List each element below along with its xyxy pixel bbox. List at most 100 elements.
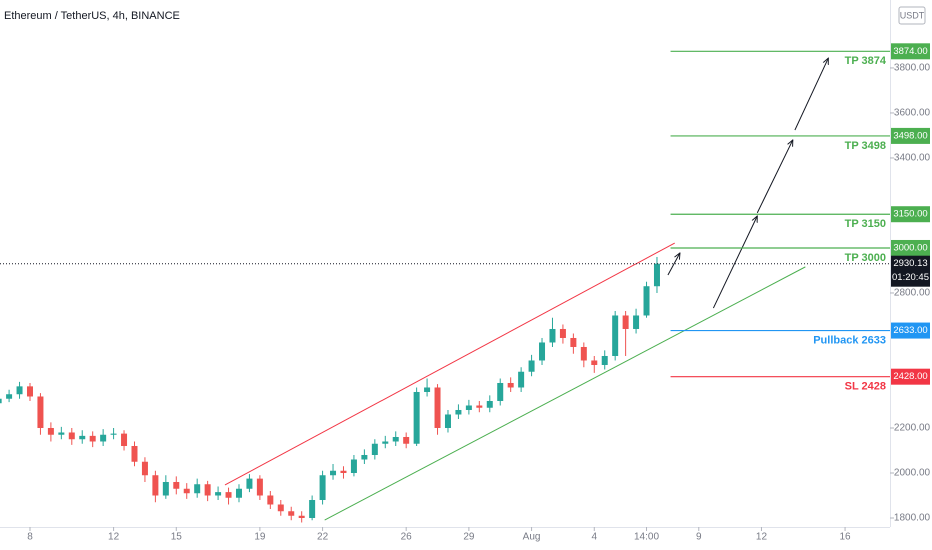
candle-body (141, 461, 148, 476)
level-badge (891, 206, 930, 223)
x-tick-label: 29 (463, 532, 475, 543)
x-tick-label: 8 (27, 532, 33, 543)
candle-body (256, 478, 263, 496)
candle-body (16, 386, 23, 395)
level-label: TP 3874 (845, 55, 887, 67)
candle-body (643, 286, 650, 316)
level-label: TP 3000 (845, 252, 886, 264)
x-tick-label: 9 (696, 532, 702, 543)
x-tick-label: 14:00 (634, 532, 659, 543)
y-tick-label: 2800.00 (894, 288, 931, 299)
level-label: Pullback 2633 (813, 334, 886, 346)
candle-body (559, 328, 566, 338)
projection-arrow (794, 58, 828, 131)
candle-body (194, 484, 201, 494)
level-badge (891, 368, 930, 385)
y-tick-label: 2200.00 (894, 423, 931, 434)
candle-body (486, 400, 493, 408)
level-badge-label: 3874.00 (893, 46, 927, 57)
last-price-badge (891, 255, 930, 287)
candle-body (444, 414, 451, 428)
candle-body (392, 436, 399, 442)
candle-body (580, 346, 587, 361)
y-tick-label: 3800.00 (894, 63, 931, 74)
candle-body (570, 337, 577, 347)
level-label: SL 2428 (845, 381, 886, 393)
candle-body (465, 405, 472, 410)
y-tick-label: 3400.00 (894, 153, 931, 164)
candle-body (267, 495, 274, 505)
candle-body (507, 382, 514, 388)
candle-body (89, 435, 96, 442)
level-badge (891, 322, 930, 339)
candle-body (622, 315, 629, 329)
level-label: TP 3498 (845, 140, 886, 152)
candle-body (591, 360, 598, 365)
candle-body (288, 511, 295, 516)
candle-body (497, 382, 504, 401)
candle-body (152, 475, 159, 496)
candle-body (110, 433, 117, 435)
candle-body (79, 435, 86, 440)
candle-body (653, 263, 660, 287)
level-badge-label: 2428.00 (893, 371, 927, 382)
candle-body (215, 492, 222, 496)
x-tick-label: 19 (254, 532, 266, 543)
projection-arrow (667, 253, 680, 276)
x-tick-label: 12 (108, 532, 120, 543)
projection-arrow (756, 140, 793, 214)
level-label: TP 3150 (845, 218, 886, 230)
currency-label[interactable]: USDT (900, 10, 925, 20)
candle-body (183, 488, 190, 494)
candle-body (424, 387, 431, 392)
level-badge-label: 3498.00 (893, 130, 927, 141)
candle-body (277, 504, 284, 512)
candle-body (298, 515, 305, 518)
chart-title: Ethereum / TetherUS, 4h, BINANCE (4, 10, 180, 22)
candle-body (0, 398, 2, 404)
candle-body (633, 315, 640, 329)
level-badge-label: 3000.00 (893, 242, 927, 253)
y-tick-label: 1800.00 (894, 513, 931, 524)
candle-body (58, 432, 65, 435)
candle-body (539, 342, 546, 361)
candle-body (173, 481, 180, 489)
x-tick-label: Aug (523, 532, 541, 543)
level-badge (891, 239, 930, 256)
x-tick-label: 22 (317, 532, 329, 543)
channel-line (224, 242, 675, 486)
candle-body (204, 484, 211, 496)
candle-body (225, 492, 232, 498)
x-tick-label: 16 (840, 532, 852, 543)
candle-body (309, 499, 316, 518)
candle-body (528, 360, 535, 372)
candle-body (382, 441, 389, 444)
candle-body (455, 409, 462, 415)
candle-body (518, 371, 525, 388)
candle-body (26, 386, 33, 397)
candle-body (47, 427, 54, 435)
candle-body (434, 387, 441, 428)
candle-body (371, 443, 378, 455)
candle-body (131, 445, 138, 462)
candle-body (246, 478, 253, 489)
candle-body (100, 434, 107, 442)
last-price-label: 2930.13 (893, 258, 927, 269)
x-tick-label: 12 (756, 532, 768, 543)
candle-body (350, 459, 357, 473)
countdown-label: 01:20:45 (892, 272, 929, 283)
candle-body (413, 391, 420, 444)
level-badge-label: 2633.00 (893, 325, 927, 336)
candle-body (37, 396, 44, 428)
channel-line (324, 266, 806, 521)
candle-body (68, 432, 75, 440)
level-badge-label: 3150.00 (893, 209, 927, 220)
x-tick-label: 4 (591, 532, 597, 543)
candle-body (612, 315, 619, 356)
x-tick-label: 26 (401, 532, 413, 543)
candle-body (330, 470, 337, 476)
currency-box[interactable] (898, 6, 926, 25)
candle-body (403, 436, 410, 444)
